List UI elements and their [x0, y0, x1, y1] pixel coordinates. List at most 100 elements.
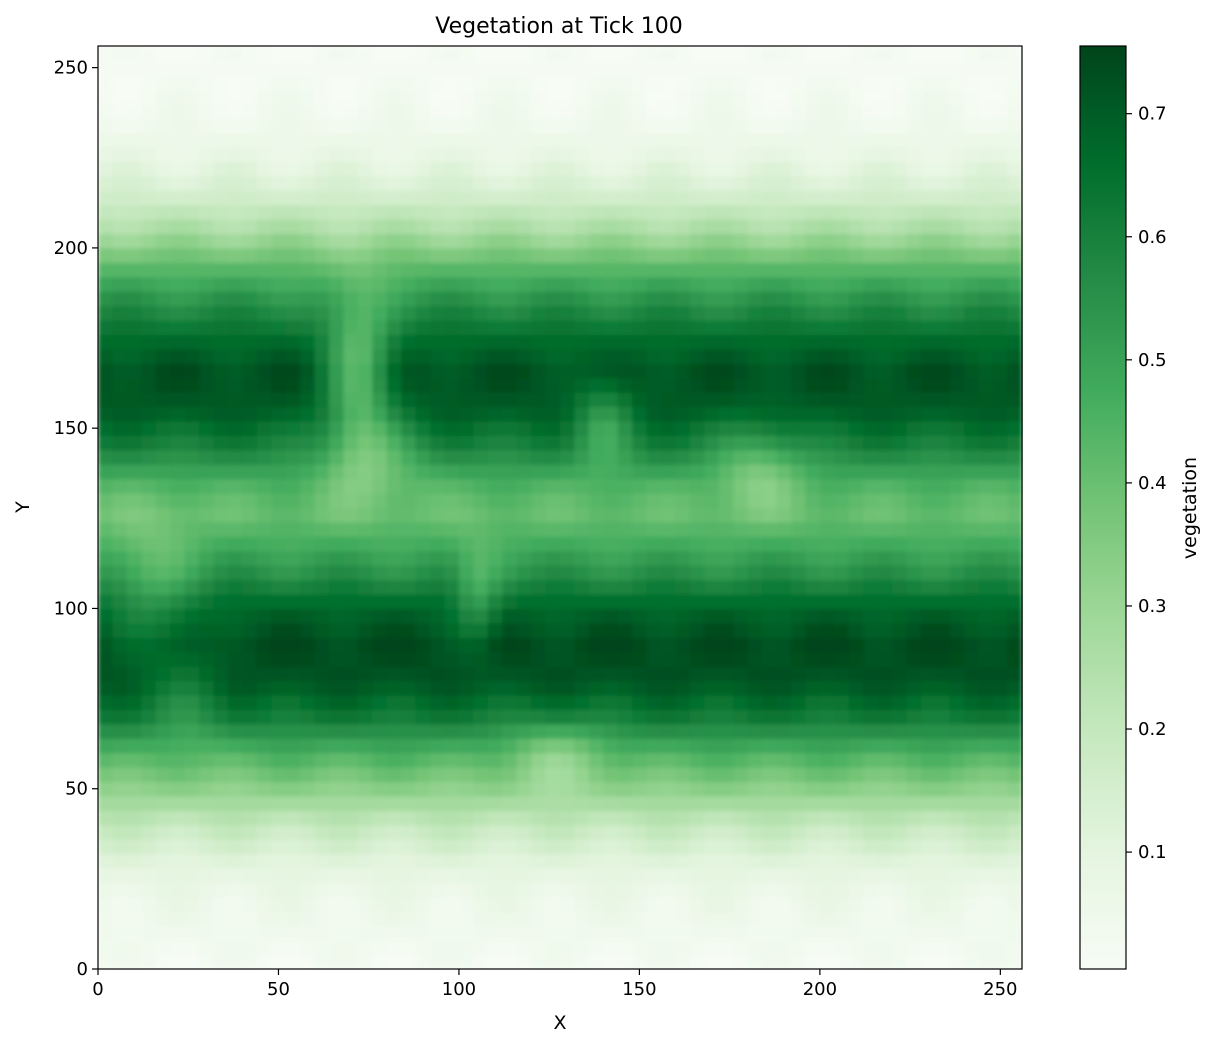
heatmap-cell — [877, 824, 893, 840]
heatmap-cell — [401, 305, 417, 321]
heatmap-cell — [372, 392, 388, 408]
heatmap-cell — [329, 320, 345, 336]
heatmap-cell — [892, 839, 908, 855]
heatmap-cell — [588, 680, 604, 696]
heatmap-cell — [877, 247, 893, 263]
heatmap-cell — [733, 954, 749, 970]
heatmap-cell — [747, 795, 763, 811]
heatmap-cell — [791, 146, 807, 162]
heatmap-cell — [372, 262, 388, 278]
heatmap-cell — [357, 464, 373, 480]
heatmap-cell — [906, 420, 922, 436]
heatmap-cell — [415, 536, 431, 552]
heatmap-cell — [964, 521, 980, 537]
heatmap-cell — [357, 954, 373, 970]
heatmap-cell — [271, 247, 287, 263]
y-tick-label: 200 — [54, 238, 88, 259]
heatmap-cell — [560, 853, 576, 869]
heatmap-cell — [762, 320, 778, 336]
heatmap-cell — [791, 767, 807, 783]
heatmap-cell — [545, 363, 561, 379]
heatmap-cell — [415, 666, 431, 682]
heatmap-cell — [256, 348, 272, 364]
heatmap-cell — [560, 60, 576, 76]
heatmap-cell — [906, 853, 922, 869]
heatmap-cell — [300, 767, 316, 783]
heatmap-cell — [271, 839, 287, 855]
heatmap-cell — [762, 795, 778, 811]
heatmap-cell — [112, 882, 128, 898]
heatmap-cell — [112, 579, 128, 595]
heatmap-cell — [473, 536, 489, 552]
heatmap-cell — [473, 363, 489, 379]
heatmap-cell — [848, 709, 864, 725]
heatmap-cell — [805, 161, 821, 177]
heatmap-cell — [112, 420, 128, 436]
heatmap-cell — [357, 666, 373, 682]
heatmap-cell — [646, 940, 662, 956]
heatmap-cell — [588, 276, 604, 292]
colorbar — [1080, 46, 1126, 969]
heatmap-cell — [762, 305, 778, 321]
heatmap-cell — [184, 752, 200, 768]
heatmap-cell — [776, 608, 792, 624]
heatmap-cell — [199, 320, 215, 336]
heatmap-cell — [964, 795, 980, 811]
heatmap-cell — [776, 810, 792, 826]
heatmap-cell — [632, 709, 648, 725]
heatmap-cell — [819, 363, 835, 379]
heatmap-cell — [560, 767, 576, 783]
heatmap-cell — [98, 507, 114, 523]
heatmap-cell — [892, 853, 908, 869]
heatmap-cell — [256, 767, 272, 783]
heatmap-cell — [126, 954, 142, 970]
heatmap-cell — [444, 103, 460, 119]
heatmap-cell — [516, 594, 532, 610]
heatmap-cell — [112, 118, 128, 134]
heatmap-cell — [531, 118, 547, 134]
heatmap-cell — [300, 89, 316, 105]
heatmap-cell — [531, 824, 547, 840]
heatmap-cell — [646, 46, 662, 62]
heatmap-cell — [574, 74, 590, 90]
heatmap-cell — [458, 853, 474, 869]
heatmap-cell — [458, 233, 474, 249]
heatmap-cell — [213, 824, 229, 840]
heatmap-cell — [920, 175, 936, 191]
heatmap-cell — [141, 161, 157, 177]
heatmap-cell — [733, 103, 749, 119]
heatmap-cell — [848, 464, 864, 480]
heatmap-cell — [819, 651, 835, 667]
heatmap-cell — [98, 723, 114, 739]
heatmap-cell — [617, 247, 633, 263]
heatmap-cell — [415, 334, 431, 350]
heatmap-cell — [415, 882, 431, 898]
heatmap-cell — [329, 795, 345, 811]
heatmap-cell — [689, 839, 705, 855]
heatmap-cell — [256, 694, 272, 710]
heatmap-cell — [372, 377, 388, 393]
heatmap-cell — [430, 521, 446, 537]
heatmap-cell — [531, 132, 547, 148]
heatmap-cell — [343, 723, 359, 739]
heatmap-cell — [560, 550, 576, 566]
heatmap-cell — [141, 521, 157, 537]
heatmap-cell — [458, 46, 474, 62]
heatmap-cell — [415, 233, 431, 249]
heatmap-cell — [689, 348, 705, 364]
heatmap-cell — [271, 60, 287, 76]
heatmap-cell — [646, 276, 662, 292]
heatmap-cell — [791, 449, 807, 465]
heatmap-cell — [574, 795, 590, 811]
heatmap-cell — [285, 738, 301, 754]
heatmap-cell — [415, 738, 431, 754]
heatmap-cell — [906, 60, 922, 76]
heatmap-cell — [993, 882, 1009, 898]
heatmap-cell — [704, 493, 720, 509]
heatmap-cell — [762, 565, 778, 581]
heatmap-cell — [1007, 305, 1023, 321]
heatmap-cell — [141, 810, 157, 826]
heatmap-cell — [184, 464, 200, 480]
heatmap-cell — [357, 694, 373, 710]
heatmap-cell — [126, 377, 142, 393]
